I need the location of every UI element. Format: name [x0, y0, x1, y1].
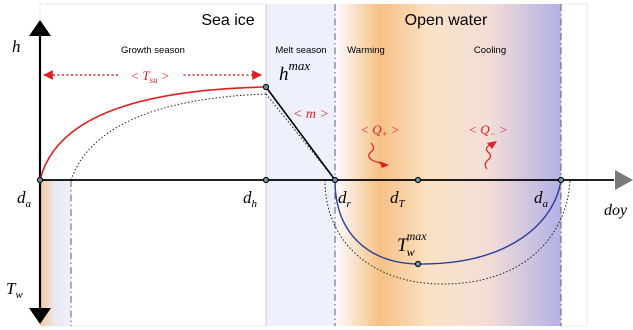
melt-season-label: Melt season	[275, 45, 326, 56]
hmax-label: hmax	[279, 58, 310, 85]
tsu-label: < Tsu >	[130, 68, 169, 85]
point-hmax	[262, 83, 270, 91]
left-strip-band	[40, 180, 71, 326]
warming-label: Warming	[347, 45, 385, 56]
qplus-label: < Q+ >	[360, 122, 400, 139]
twmax-label: Twmax	[397, 229, 427, 259]
heat-out-arrowhead	[487, 141, 497, 149]
growth-season-band	[39, 3, 267, 327]
sea-ice-label: Sea ice	[201, 12, 254, 29]
melt-line	[265, 86, 336, 181]
x-axis-arrow	[615, 170, 633, 190]
da-right-label: da	[534, 188, 549, 210]
open-water-label: Open water	[405, 12, 488, 29]
point-dh	[262, 176, 270, 184]
after-season-band	[560, 3, 588, 327]
point-dt	[414, 176, 422, 184]
growth-season-label: Growth season	[121, 45, 185, 56]
heat-in-squiggle	[368, 142, 383, 164]
qminus-label: < Q− >	[468, 122, 508, 139]
ice-growth-curve-dotted	[70, 93, 267, 181]
cooling-label: Cooling	[474, 45, 506, 56]
dh-label: dh	[243, 188, 258, 210]
point-da-right	[557, 176, 565, 184]
tw-axis-label: Tw	[6, 279, 23, 301]
m-label: < m >	[293, 107, 329, 122]
water-temperature-curve-dotted	[324, 179, 571, 285]
y-axis-down-arrow	[29, 308, 51, 324]
h-axis-label: h	[12, 37, 21, 56]
y-axis-up-arrow	[29, 20, 51, 36]
da-left-label: da	[17, 188, 32, 210]
doy-axis-label: doy	[604, 202, 628, 219]
point-twmax	[414, 260, 422, 268]
open-water-band	[335, 4, 561, 326]
tsu-label-bg	[119, 66, 181, 84]
point-dr	[331, 176, 339, 184]
dr-label: dr	[338, 188, 352, 210]
ice-growth-curve	[39, 86, 267, 181]
dt-label: dT	[390, 188, 406, 210]
point-da-left	[36, 176, 44, 184]
melt-line-dotted	[265, 93, 336, 181]
heat-in-arrowhead	[379, 161, 389, 168]
heat-out-squiggle	[484, 144, 492, 170]
